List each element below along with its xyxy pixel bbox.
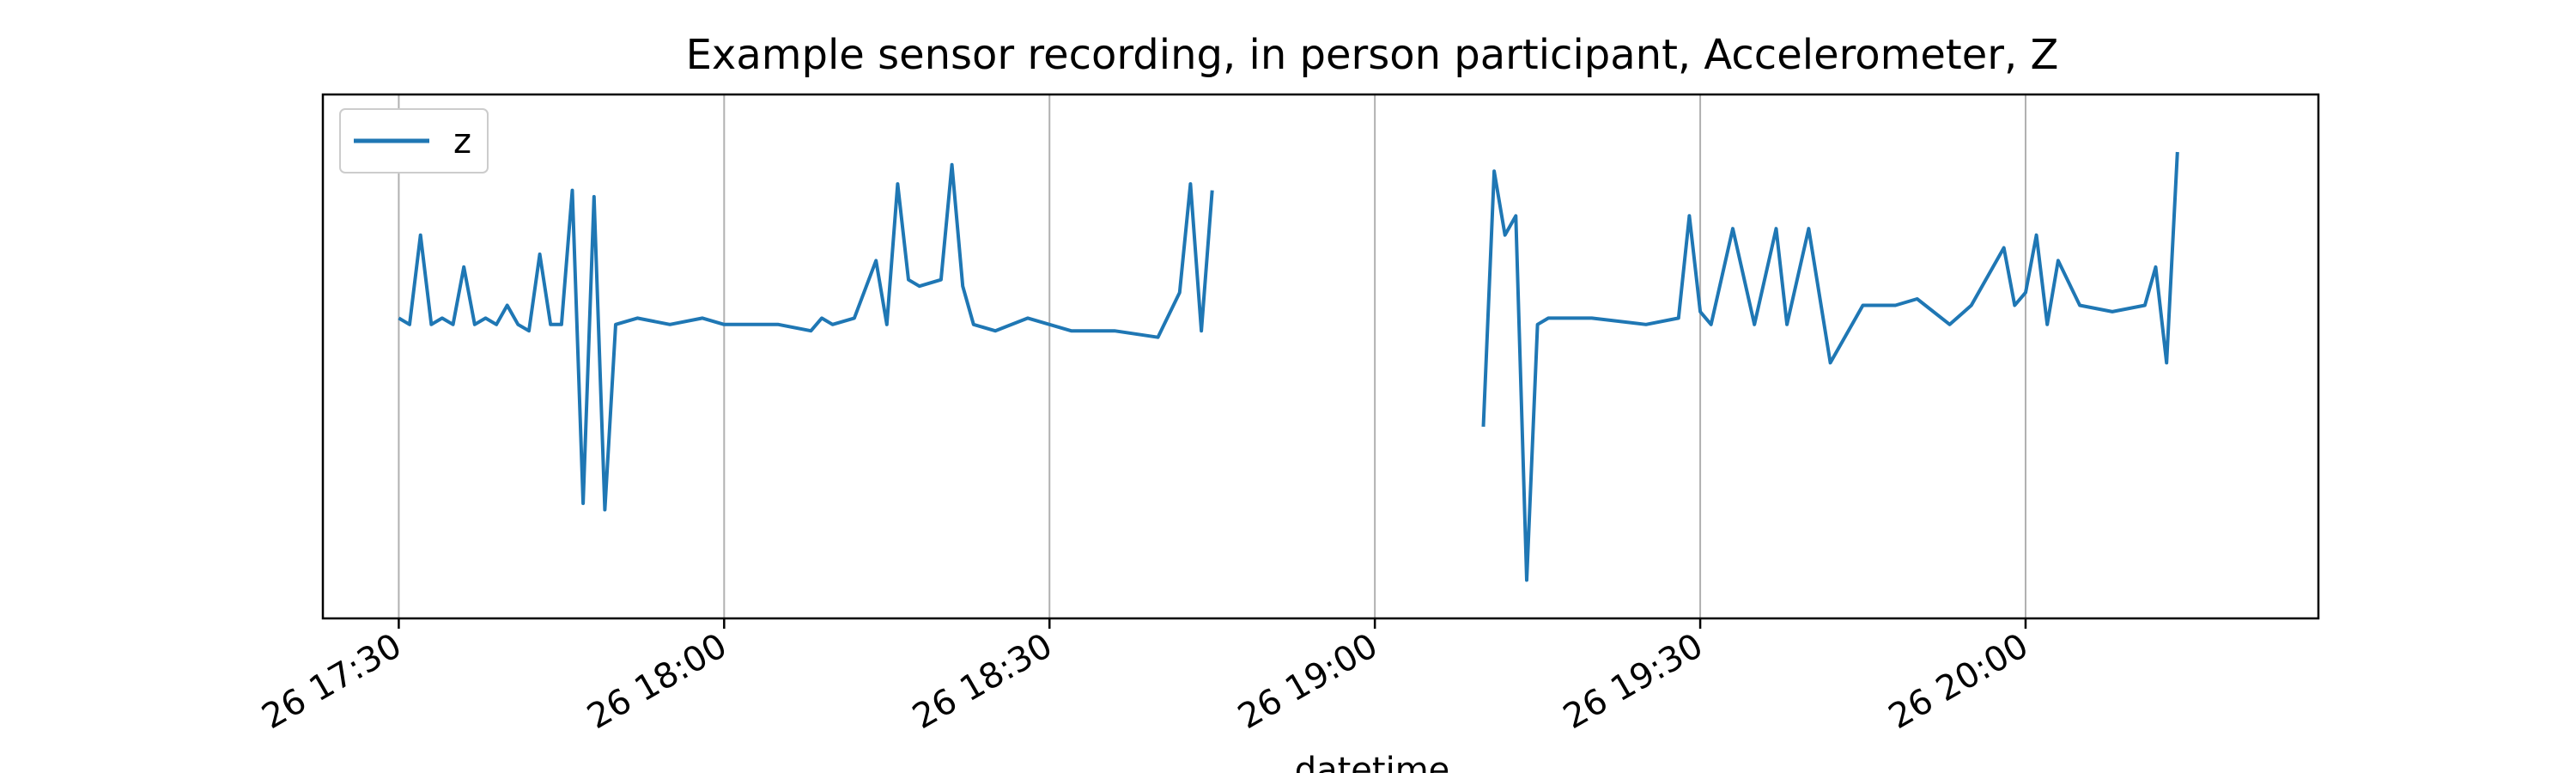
x-tick-label: 26 20:00 (1882, 626, 2035, 737)
x-tick-label: 26 18:00 (580, 626, 733, 737)
x-tick-label: 26 19:00 (1231, 626, 1384, 737)
legend: z (339, 108, 489, 173)
plot-area (398, 151, 2179, 582)
series-line-segment (1481, 151, 2179, 582)
series-line-segment (398, 162, 1214, 512)
x-tick-label: 26 17:30 (255, 626, 408, 737)
x-axis: 26 17:30 26 18:00 26 18:30 26 19:00 26 19:30… (255, 618, 2035, 737)
chart-title: Example sensor recording, in person part… (686, 31, 2059, 79)
grid-lines (398, 94, 2026, 618)
axes-frame (321, 93, 2320, 620)
x-tick-label: 26 19:30 (1557, 626, 1710, 737)
legend-label-z: z (453, 122, 471, 161)
x-axis-label: datetime (1295, 751, 1450, 773)
x-tick-label: 26 18:30 (906, 626, 1059, 737)
